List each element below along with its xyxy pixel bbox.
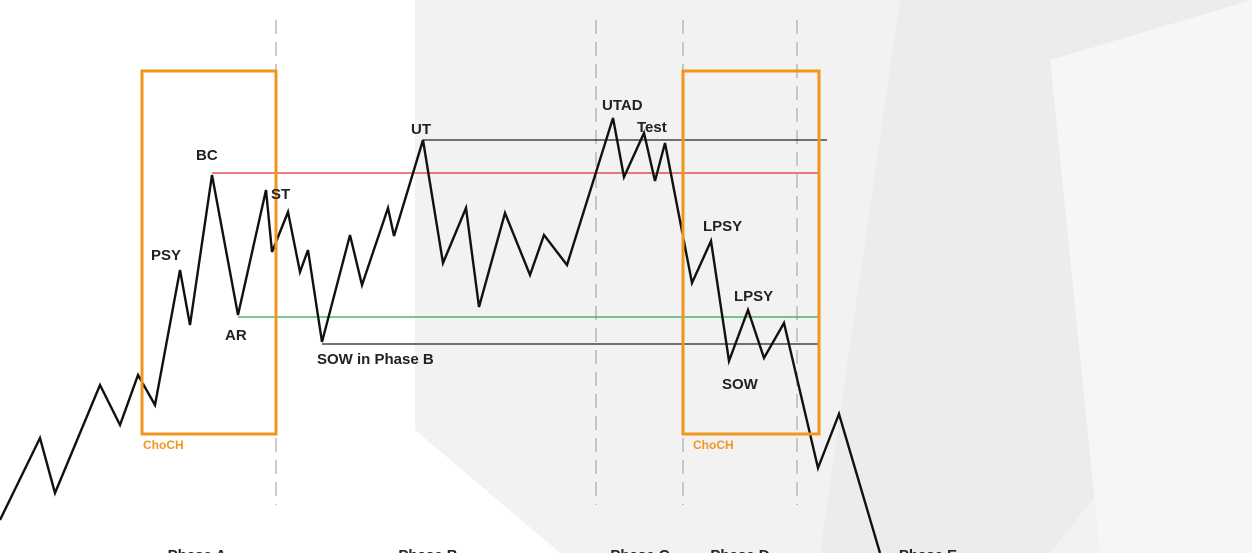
event-label: UTAD <box>602 97 643 114</box>
phase-label: Phase C <box>610 547 669 553</box>
event-label: LPSY <box>703 218 742 235</box>
event-label: Test <box>637 119 667 136</box>
phase-label: Phase A <box>168 547 227 553</box>
phase-label: Phase D <box>710 547 769 553</box>
event-label: ST <box>271 186 290 203</box>
choch-label: ChoCH <box>693 438 734 452</box>
event-label: LPSY <box>734 288 773 305</box>
event-label: PSY <box>151 247 181 264</box>
price-path <box>0 117 882 553</box>
event-label: AR <box>225 327 247 344</box>
phase-label: Phase E <box>899 547 957 553</box>
event-label: BC <box>196 147 218 164</box>
choch-box <box>681 69 821 436</box>
choch-box <box>140 69 278 436</box>
choch-label: ChoCH <box>143 438 184 452</box>
event-label: SOW <box>722 376 759 393</box>
event-label: UT <box>411 121 431 138</box>
background <box>415 0 1252 553</box>
phase-label: Phase B <box>398 547 457 553</box>
event-label: SOW in Phase B <box>317 351 434 368</box>
